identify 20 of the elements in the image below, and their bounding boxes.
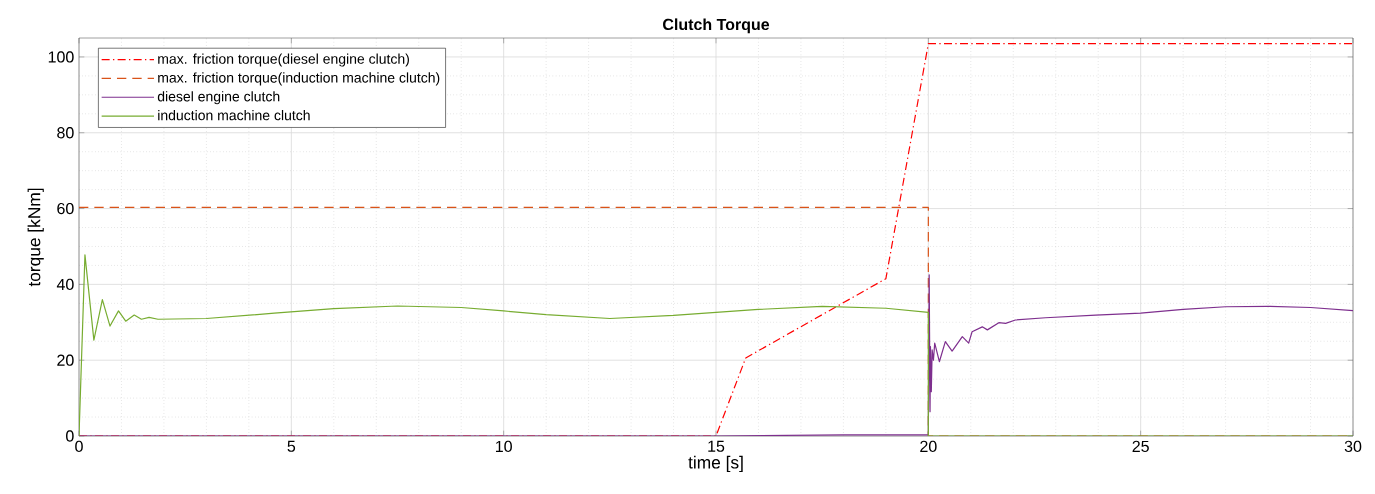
x-tick-label: 20	[920, 440, 937, 453]
legend-label: max. friction torque(diesel engine clutch)	[158, 53, 409, 67]
chart-title: Clutch Torque	[663, 18, 770, 34]
legend-label: max. friction torque(induction machine clutch)	[158, 72, 440, 86]
y-tick-label: 100	[48, 51, 74, 63]
x-tick-label: 0	[75, 440, 83, 453]
x-tick-label: 5	[287, 440, 296, 452]
y-tick-label: 0	[66, 430, 74, 442]
legend-label: induction machine clutch	[158, 109, 310, 121]
x-tick-label: 15	[708, 440, 725, 452]
y-axis-title: torque [kNm]	[27, 188, 44, 287]
y-tick-label: 80	[57, 127, 74, 139]
x-tick-label: 25	[1132, 440, 1149, 453]
y-tick-label: 40	[56, 278, 74, 291]
x-axis-title: time [s]	[688, 455, 743, 473]
y-tick-label: 20	[57, 354, 74, 366]
x-tick-label: 10	[495, 440, 512, 453]
y-tick-label: 60	[57, 202, 74, 215]
x-tick-label: 30	[1344, 440, 1362, 453]
legend-label: diesel engine clutch	[157, 91, 280, 105]
